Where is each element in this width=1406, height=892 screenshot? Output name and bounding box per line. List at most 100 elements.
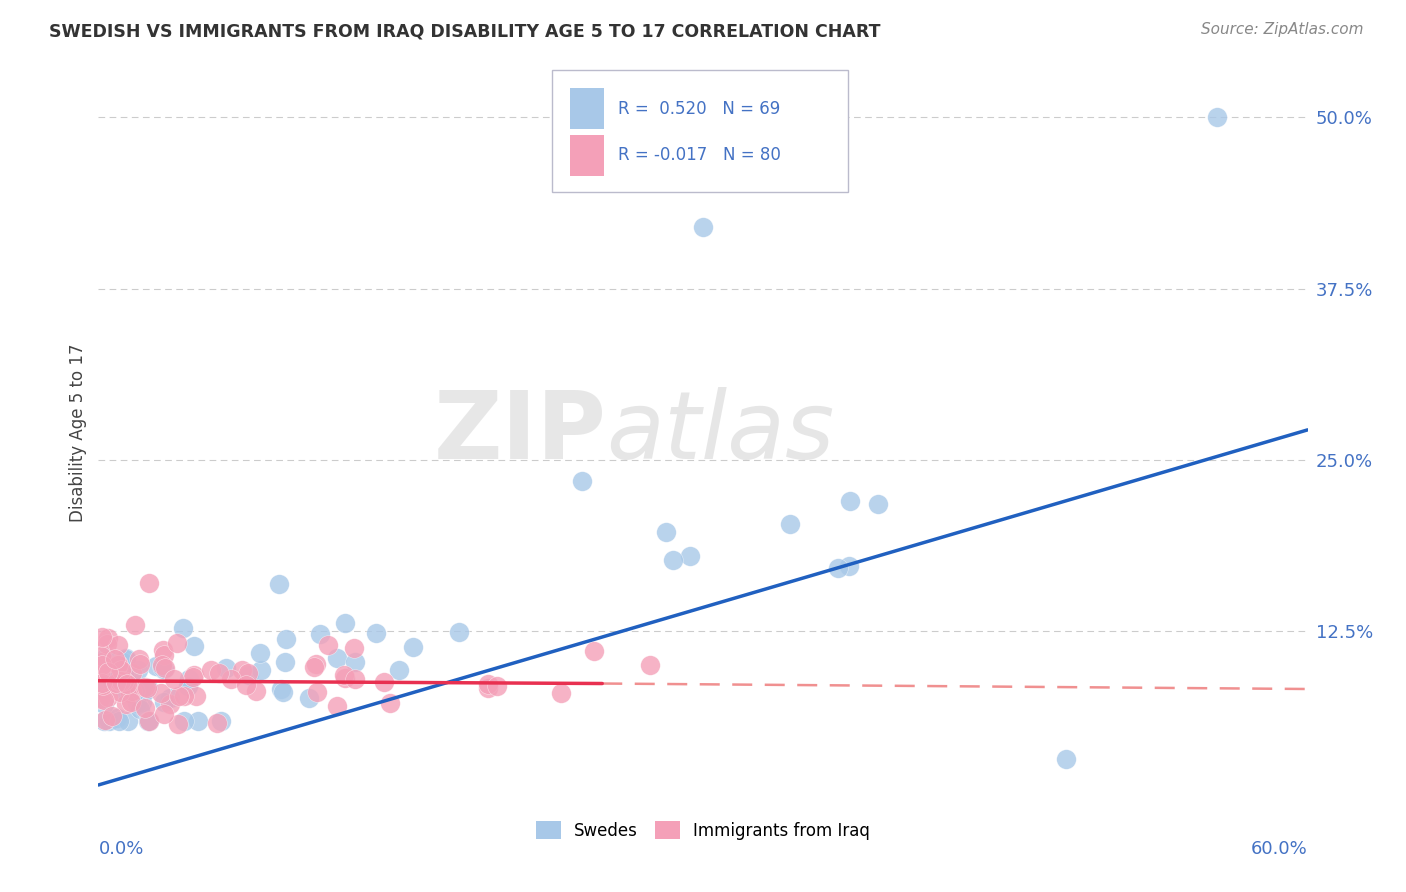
Point: [115, 652, 138, 666]
Point: [166, 717, 188, 731]
Point: [101, 709, 124, 723]
Point: [485, 679, 508, 693]
Point: [583, 644, 606, 658]
Point: [779, 517, 801, 532]
Point: [179, 672, 201, 686]
Point: [318, 638, 340, 652]
Point: [98, 714, 121, 728]
Point: [105, 711, 128, 725]
Point: [93, 693, 115, 707]
Legend: Swedes, Immigrants from Iraq: Swedes, Immigrants from Iraq: [529, 814, 877, 847]
Point: [173, 714, 195, 728]
Point: [89, 665, 111, 679]
FancyBboxPatch shape: [569, 88, 603, 129]
Point: [138, 714, 160, 729]
Point: [150, 686, 173, 700]
Point: [276, 632, 298, 646]
Point: [238, 668, 260, 682]
Point: [571, 474, 593, 488]
Point: [159, 691, 181, 706]
FancyBboxPatch shape: [569, 135, 603, 176]
Point: [153, 662, 176, 676]
Point: [111, 655, 134, 669]
Point: [231, 663, 253, 677]
Point: [110, 663, 132, 677]
Point: [305, 685, 328, 699]
Point: [121, 665, 143, 680]
Point: [96, 649, 118, 664]
Point: [93, 713, 115, 727]
Point: [221, 672, 243, 686]
Point: [827, 560, 849, 574]
Point: [134, 684, 156, 698]
Point: [93, 684, 115, 698]
Point: [183, 639, 205, 653]
Point: [200, 663, 222, 677]
Point: [325, 651, 347, 665]
Point: [343, 641, 366, 656]
Point: [298, 691, 321, 706]
Point: [205, 716, 228, 731]
Text: R = -0.017   N = 80: R = -0.017 N = 80: [619, 146, 782, 164]
Text: R =  0.520   N = 69: R = 0.520 N = 69: [619, 100, 780, 118]
Point: [449, 624, 471, 639]
Point: [136, 681, 159, 695]
Point: [366, 625, 388, 640]
Point: [135, 681, 157, 695]
Point: [1054, 752, 1077, 766]
Point: [138, 576, 160, 591]
Point: [388, 663, 411, 677]
Text: ZIP: ZIP: [433, 386, 606, 479]
Point: [238, 666, 260, 681]
Point: [103, 652, 125, 666]
Text: 60.0%: 60.0%: [1251, 840, 1308, 858]
Point: [271, 685, 294, 699]
Point: [127, 663, 149, 677]
FancyBboxPatch shape: [551, 70, 848, 192]
Point: [152, 662, 174, 676]
Point: [249, 646, 271, 660]
Point: [91, 676, 114, 690]
Point: [129, 702, 152, 716]
Point: [121, 684, 143, 698]
Point: [90, 658, 112, 673]
Point: [654, 525, 676, 540]
Point: [209, 714, 232, 728]
Point: [866, 497, 889, 511]
Point: [107, 657, 129, 672]
Point: [380, 696, 402, 710]
Point: [117, 677, 139, 691]
Point: [153, 648, 176, 662]
Point: [274, 655, 297, 669]
Point: [172, 621, 194, 635]
Point: [183, 670, 205, 684]
Point: [114, 684, 136, 698]
Point: [104, 676, 127, 690]
Point: [110, 674, 132, 689]
Point: [108, 670, 131, 684]
Point: [152, 643, 174, 657]
Point: [91, 678, 114, 692]
Point: [108, 673, 131, 688]
Text: SWEDISH VS IMMIGRANTS FROM IRAQ DISABILITY AGE 5 TO 17 CORRELATION CHART: SWEDISH VS IMMIGRANTS FROM IRAQ DISABILI…: [49, 22, 880, 40]
Point: [129, 657, 152, 672]
Point: [250, 663, 273, 677]
Point: [136, 714, 159, 728]
Point: [101, 675, 124, 690]
Point: [89, 692, 111, 706]
Point: [124, 684, 146, 698]
Point: [402, 640, 425, 654]
Point: [145, 659, 167, 673]
Point: [125, 697, 148, 711]
Point: [120, 695, 142, 709]
Point: [343, 655, 366, 669]
Point: [89, 661, 111, 675]
Point: [134, 681, 156, 695]
Point: [838, 494, 860, 508]
Point: [134, 701, 156, 715]
Point: [93, 654, 115, 668]
Point: [131, 695, 153, 709]
Point: [97, 631, 120, 645]
Point: [90, 648, 112, 663]
Point: [177, 679, 200, 693]
